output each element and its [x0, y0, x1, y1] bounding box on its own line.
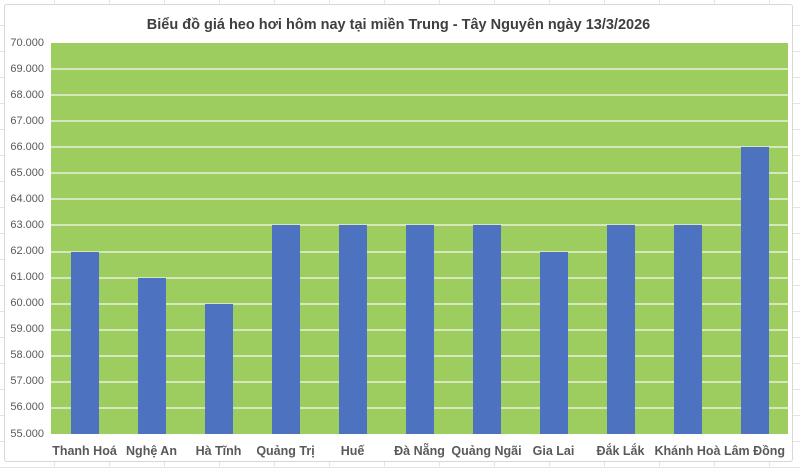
gridline: [51, 94, 788, 97]
bar: [472, 225, 501, 434]
x-axis-label: Huế: [340, 444, 365, 458]
x-axis-label: Đà Nẵng: [394, 444, 445, 458]
y-axis-label: 57.000: [10, 375, 44, 388]
gridline: [51, 172, 788, 175]
y-axis-label: 67.000: [10, 114, 44, 127]
chart-object[interactable]: Biểu đồ giá heo hơi hôm nay tại miền Tru…: [4, 4, 793, 462]
x-axis-label: Quảng Ngãi: [451, 444, 522, 458]
y-axis-label: 62.000: [10, 245, 44, 258]
x-axis-label: Quảng Trị: [256, 444, 315, 458]
gridline: [51, 120, 788, 123]
y-axis-label: 66.000: [10, 140, 44, 153]
bar: [539, 251, 568, 434]
bar: [137, 277, 166, 434]
x-axis-label: Thanh Hoá: [52, 444, 117, 458]
bar: [740, 147, 769, 434]
x-axis-label: Gia Lai: [532, 444, 575, 458]
gridline: [51, 68, 788, 71]
chart-title: Biểu đồ giá heo hơi hôm nay tại miền Tru…: [146, 17, 651, 33]
y-axis-label: 64.000: [10, 192, 44, 205]
bar: [70, 251, 99, 434]
gridline: [51, 198, 788, 201]
x-axis-label: Lâm Đồng: [723, 444, 786, 458]
y-axis-label: 58.000: [10, 349, 44, 362]
y-axis-label: 55.000: [10, 427, 44, 440]
y-axis-label: 56.000: [10, 401, 44, 414]
x-axis-label: Khánh Hoà: [654, 444, 721, 458]
x-axis-label: Nghệ An: [126, 444, 177, 458]
x-axis-label: Đắk Lắk: [596, 444, 645, 458]
y-axis-label: 60.000: [10, 297, 44, 310]
bar: [271, 225, 300, 434]
y-axis-label: 65.000: [10, 166, 44, 179]
y-axis-label: 59.000: [10, 323, 44, 336]
x-axis-label: Hà Tĩnh: [195, 444, 242, 458]
bar: [338, 225, 367, 434]
y-axis-label: 70.000: [10, 36, 44, 49]
y-axis-label: 63.000: [10, 218, 44, 231]
bar: [673, 225, 702, 434]
bar: [204, 303, 233, 434]
gridline: [51, 146, 788, 149]
bar: [606, 225, 635, 434]
y-axis-label: 69.000: [10, 62, 44, 75]
y-axis-label: 61.000: [10, 271, 44, 284]
plot-area: [51, 43, 788, 434]
y-axis-label: 68.000: [10, 88, 44, 101]
bar: [405, 225, 434, 434]
